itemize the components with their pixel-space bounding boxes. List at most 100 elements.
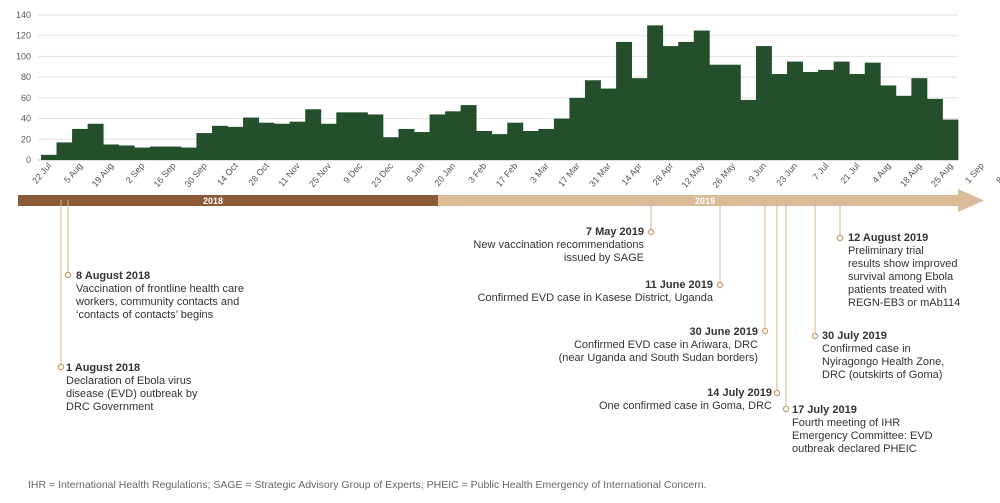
bar: [149, 146, 166, 160]
event-text-line: Confirmed EVD case in Kasese District, U…: [477, 292, 713, 304]
event-marker-dot: [782, 405, 790, 413]
bar: [103, 144, 120, 160]
event-marker-dot: [773, 389, 781, 397]
event-date: 1 August 2018: [66, 362, 141, 374]
bar: [227, 126, 244, 160]
bar: [351, 112, 368, 160]
event-text-line: Nyiragongo Health Zone,: [822, 356, 945, 368]
x-tick-label: 16 Sep: [152, 161, 178, 189]
event-12-aug-2019: 12 August 2019 Preliminary trial results…: [848, 232, 960, 310]
bar: [445, 111, 462, 160]
y-tick-label: 120: [16, 31, 31, 41]
event-1-aug-2018: 1 August 2018 Declaration of Ebola virus…: [66, 362, 197, 414]
footnote: IHR = International Health Regulations; …: [28, 479, 707, 491]
bar: [538, 128, 555, 160]
y-tick-label: 100: [16, 51, 31, 61]
bar: [336, 112, 353, 160]
event-marker-dot: [647, 228, 655, 236]
bar: [429, 114, 446, 160]
event-date: 30 June 2019: [689, 326, 759, 338]
event-text-line: disease (EVD) outbreak by: [66, 388, 198, 400]
event-date: 30 July 2019: [822, 330, 887, 342]
event-text-line: results show improved: [848, 258, 958, 270]
timeline-year-2018: 2018: [203, 196, 223, 206]
x-tick-label: 6 Jan: [405, 161, 427, 184]
bar: [849, 74, 866, 160]
x-tick-label: 14 Apr: [620, 161, 644, 187]
bar: [460, 105, 477, 160]
event-text-line: outbreak declared PHEIC: [792, 443, 917, 455]
bar: [41, 154, 57, 160]
event-30-jul-2019: 30 July 2019 Confirmed case in Nyiragong…: [822, 330, 944, 382]
x-tick-label: 23 Dec: [369, 160, 395, 189]
event-text-line: (near Uganda and South Sudan borders): [558, 352, 758, 364]
event-text-line: Preliminary trial: [848, 245, 924, 257]
bar: [787, 61, 803, 160]
bar: [802, 71, 819, 160]
bar: [87, 123, 104, 160]
x-tick-label: 3 Feb: [466, 161, 488, 185]
x-tick-label: 5 Aug: [62, 161, 84, 185]
y-tick-label: 140: [16, 10, 31, 20]
y-tick-label: 40: [21, 114, 31, 124]
timeline-2018-segment: [18, 195, 438, 206]
x-tick-label: 14 Oct: [215, 160, 240, 187]
event-8-aug-2018: 8 August 2018 Vaccination of frontline h…: [76, 270, 244, 322]
event-text-line: ‘contacts of contacts’ begins: [76, 309, 214, 321]
bar: [616, 41, 633, 160]
bar: [709, 64, 726, 160]
timeline-arrowhead: [958, 189, 984, 212]
x-tick-label: 4 Aug: [870, 161, 892, 185]
x-tick-label: 26 May: [710, 160, 737, 189]
y-tick-label: 20: [21, 134, 31, 144]
bar: [569, 97, 586, 160]
bar: [56, 142, 73, 160]
timeline-arrow: 2018 2019: [18, 189, 984, 212]
bar: [414, 132, 430, 160]
bar: [631, 78, 648, 160]
bar: [693, 30, 710, 160]
bar: [678, 41, 695, 160]
bar: [243, 117, 259, 160]
bar: [274, 123, 291, 160]
x-tick-label: 21 Jul: [838, 161, 861, 186]
event-text-line: New vaccination recommendations: [473, 239, 644, 251]
x-tick-label: 23 Jun: [774, 161, 799, 188]
event-text-line: REGN-EB3 or mAb114: [848, 297, 961, 309]
timeline-2019-segment: [438, 195, 958, 206]
bar: [289, 121, 306, 160]
event-marker-dot: [57, 363, 65, 371]
bar: [476, 131, 493, 160]
bar: [367, 114, 384, 160]
event-date: 17 July 2019: [792, 404, 857, 416]
x-tick-label: 31 Mar: [587, 161, 613, 189]
event-text-line: Vaccination of frontline health care: [76, 283, 244, 295]
bar: [895, 95, 912, 160]
event-date: 14 July 2019: [707, 387, 772, 399]
x-tick-label: 25 Aug: [929, 161, 955, 189]
x-tick-label: 9 Jun: [746, 161, 768, 184]
bar: [507, 122, 524, 160]
event-text-line: workers, community contacts and: [76, 296, 240, 308]
bar: [382, 137, 399, 160]
event-text-line: DRC (outskirts of Goma): [822, 369, 943, 381]
bar: [320, 123, 337, 160]
event-date: 8 August 2018: [76, 270, 151, 282]
event-17-jul-2019: 17 July 2019 Fourth meeting of IHR Emerg…: [792, 404, 933, 456]
event-text-line: Declaration of Ebola virus: [66, 375, 192, 387]
y-tick-label: 60: [21, 93, 31, 103]
event-marker-dot: [761, 327, 769, 335]
chart-bars: [41, 25, 959, 160]
event-text-line: Emergency Committee: EVD: [792, 430, 933, 442]
event-text-line: patients treated with: [848, 284, 947, 296]
event-marker-dot: [716, 281, 724, 289]
event-text-line: DRC Government: [66, 401, 154, 413]
bar: [491, 134, 508, 160]
bar: [72, 128, 89, 160]
bar: [180, 147, 197, 160]
x-tick-label: 12 May: [679, 160, 706, 189]
x-tick-label: 17 Mar: [556, 161, 582, 189]
bar: [305, 109, 322, 160]
event-date: 11 June 2019: [645, 279, 713, 291]
